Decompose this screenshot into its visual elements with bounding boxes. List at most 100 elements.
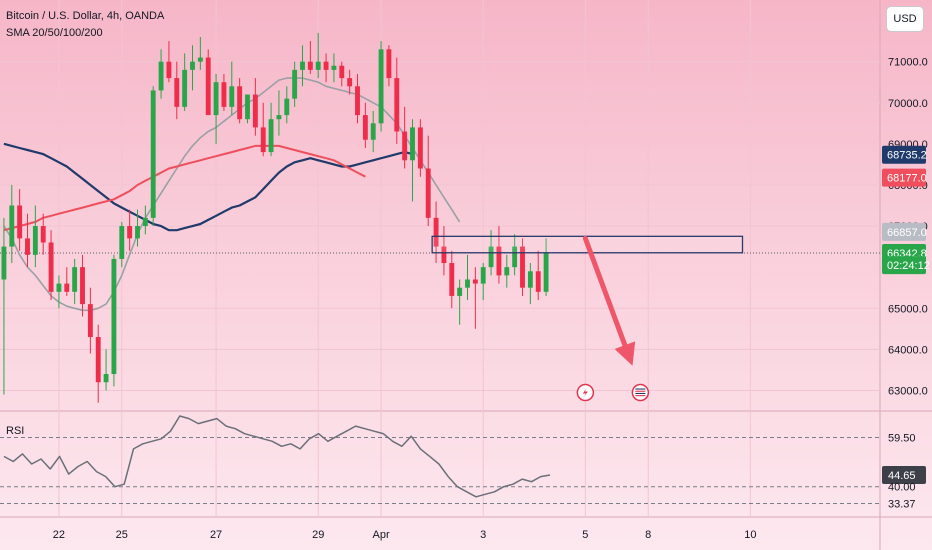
candle-body bbox=[315, 61, 321, 70]
candle-body bbox=[17, 205, 23, 239]
candle-body bbox=[150, 90, 156, 218]
candle-body bbox=[527, 271, 533, 288]
projection-arrow-shaft bbox=[582, 235, 628, 348]
candle-body bbox=[56, 283, 62, 292]
candle-body bbox=[449, 263, 455, 296]
candle-body bbox=[40, 226, 46, 243]
rsi-tick-label: 33.37 bbox=[888, 498, 916, 510]
flag-icon-stripe bbox=[635, 392, 646, 395]
candle-body bbox=[465, 279, 470, 288]
event-flag-icon bbox=[631, 383, 650, 402]
candle-body bbox=[394, 78, 400, 132]
candle-body bbox=[260, 127, 266, 153]
time-tick-label: 8 bbox=[645, 529, 651, 541]
candle-body bbox=[32, 226, 38, 255]
price-badge bbox=[882, 145, 926, 164]
price-tick-label: 64000.0 bbox=[888, 344, 928, 356]
candle-body bbox=[229, 86, 235, 107]
rsi-last-value-label: 44.65 bbox=[888, 470, 916, 482]
price-badge-label: 02:24:12 bbox=[887, 260, 930, 272]
candle-body bbox=[1, 246, 7, 280]
price-tick-label: 71000.0 bbox=[888, 57, 928, 69]
candle-body bbox=[80, 267, 85, 305]
candle-body bbox=[378, 49, 384, 124]
candle-body bbox=[127, 226, 133, 239]
candle-body bbox=[276, 115, 282, 120]
candle-body bbox=[284, 98, 290, 116]
candle-body bbox=[135, 226, 140, 239]
candle-body bbox=[441, 246, 447, 264]
lightning-icon bbox=[582, 387, 588, 398]
candle-body bbox=[307, 61, 313, 70]
price-badge-label: 68177.0 bbox=[887, 173, 927, 185]
candle-body bbox=[347, 78, 353, 87]
candle-body bbox=[9, 205, 15, 247]
candle-body bbox=[370, 123, 376, 140]
flag-icon-stripe bbox=[635, 395, 646, 397]
candle-body bbox=[417, 127, 423, 169]
candle-body bbox=[425, 168, 431, 218]
candle-body bbox=[166, 61, 172, 79]
candle-body bbox=[237, 86, 243, 120]
price-badge-label: 68735.2 bbox=[887, 150, 927, 162]
candle-body bbox=[410, 127, 415, 161]
candle-body bbox=[221, 82, 227, 107]
candle-body bbox=[339, 65, 345, 79]
candle-body bbox=[355, 86, 360, 116]
flag-icon-stripe bbox=[635, 390, 646, 392]
candle-body bbox=[433, 217, 439, 247]
candle-body bbox=[205, 57, 211, 116]
candle-body bbox=[174, 78, 180, 107]
time-tick-label: 27 bbox=[210, 529, 222, 541]
price-badge-label: 66857.0 bbox=[887, 227, 927, 239]
currency-button[interactable]: USD bbox=[886, 6, 924, 32]
time-tick-label: 5 bbox=[582, 529, 588, 541]
indicator-title[interactable]: SMA 20/50/100/200 bbox=[6, 27, 103, 39]
price-badge bbox=[882, 256, 926, 275]
candle-body bbox=[158, 61, 164, 91]
candle-body bbox=[111, 258, 117, 375]
candle-body bbox=[386, 49, 392, 79]
candle-body bbox=[362, 115, 368, 140]
candle-body bbox=[190, 61, 195, 70]
price-badge bbox=[882, 222, 926, 241]
candle-body bbox=[520, 246, 525, 288]
candle-body bbox=[252, 94, 258, 128]
candle-body bbox=[182, 69, 188, 107]
candle-body bbox=[48, 242, 54, 292]
candle-body bbox=[72, 267, 78, 292]
time-tick-label: 22 bbox=[53, 529, 65, 541]
candle-body bbox=[496, 246, 502, 276]
candle-body bbox=[95, 337, 101, 383]
rsi-tick-label: 40.00 bbox=[888, 482, 916, 494]
candle-body bbox=[402, 131, 408, 161]
time-tick-label: 29 bbox=[312, 529, 324, 541]
rsi-last-value-box bbox=[882, 465, 926, 484]
sma-line bbox=[3, 77, 461, 312]
time-tick-label: 10 bbox=[744, 529, 756, 541]
rsi-line bbox=[3, 415, 551, 498]
time-tick-label: 3 bbox=[480, 529, 486, 541]
candle-body bbox=[142, 217, 148, 227]
chart-legend: Bitcoin / U.S. Dollar, 4h, OANDA SMA 20/… bbox=[6, 8, 164, 42]
candle-body bbox=[472, 279, 478, 284]
candle-body bbox=[119, 226, 125, 259]
price-tick-label: 65000.0 bbox=[888, 303, 928, 315]
candle-body bbox=[25, 238, 30, 255]
projection-arrow-head bbox=[614, 341, 636, 366]
symbol-title[interactable]: Bitcoin / U.S. Dollar, 4h, OANDA bbox=[6, 10, 165, 22]
rsi-title[interactable]: RSI bbox=[6, 425, 25, 437]
candle-body bbox=[300, 61, 305, 70]
sma-line bbox=[3, 144, 366, 232]
candle-body bbox=[543, 253, 549, 292]
candle-body bbox=[197, 57, 203, 62]
candle-body bbox=[457, 287, 463, 296]
flag-icon-stripe bbox=[635, 388, 646, 390]
rsi-tick-label: 59.50 bbox=[888, 433, 916, 445]
candle-body bbox=[103, 374, 109, 383]
time-tick-label: 25 bbox=[116, 529, 128, 541]
candle-body bbox=[64, 283, 70, 292]
candle-body bbox=[323, 61, 329, 70]
